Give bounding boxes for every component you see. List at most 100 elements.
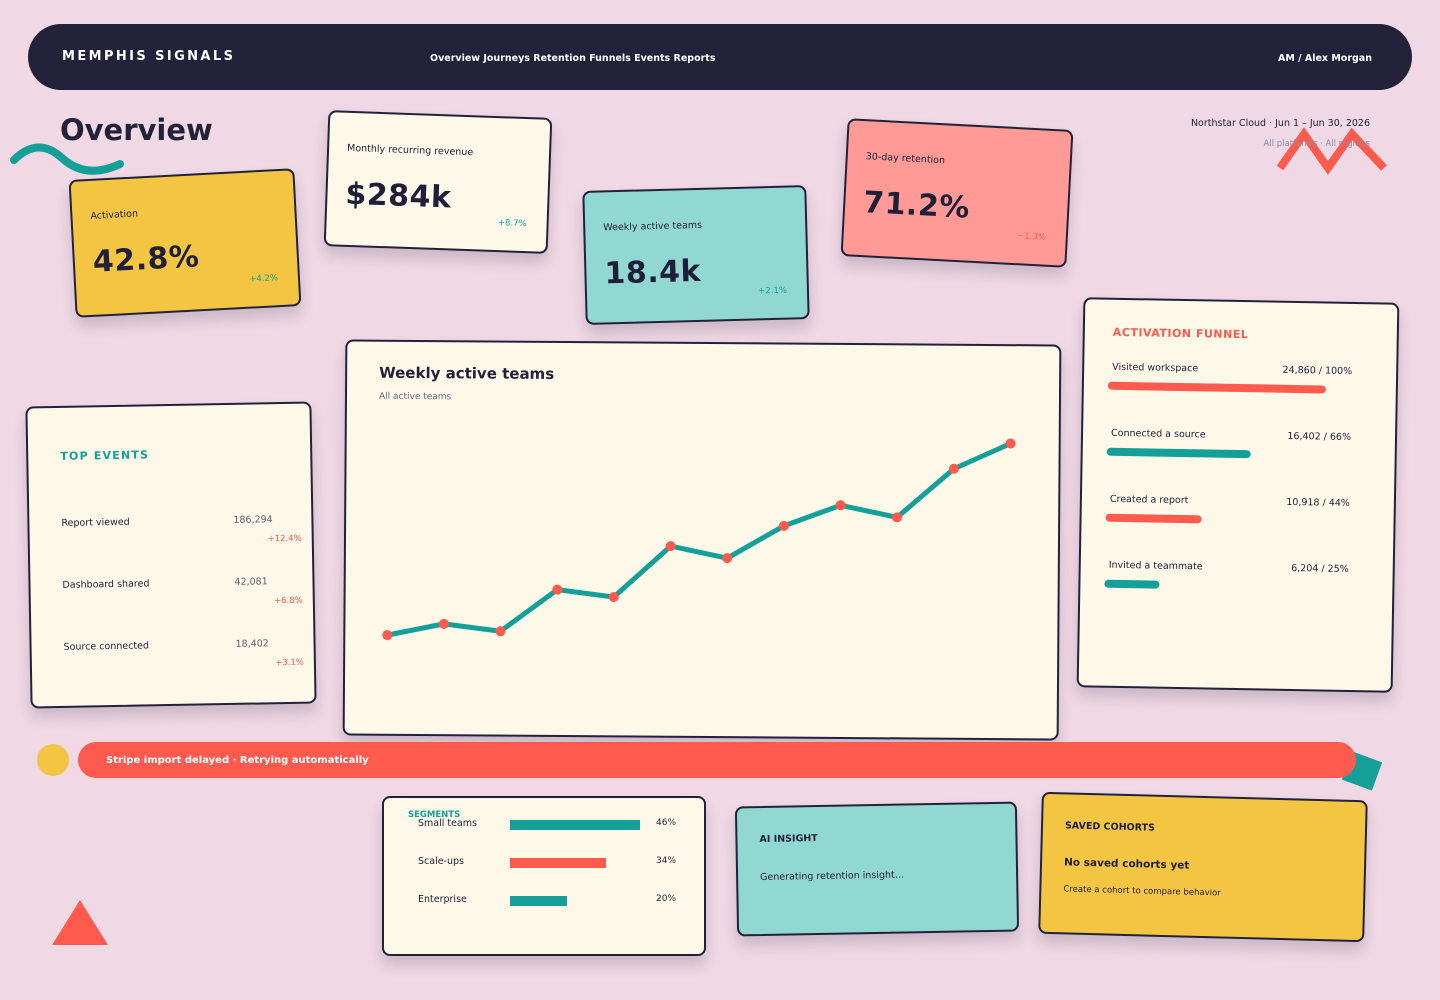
funnel-bar [1104, 579, 1160, 589]
top-nav-bar: MEMPHIS SIGNALS Overview Journeys Retent… [28, 24, 1412, 90]
main-nav: Overview Journeys Retention Funnels Even… [430, 53, 716, 64]
segment-name: Small teams [418, 818, 477, 829]
kpi-card-weekly-active-teams[interactable]: Weekly active teams 18.4k +2.1% [582, 185, 810, 325]
data-point[interactable] [382, 630, 393, 641]
data-point[interactable] [495, 626, 506, 637]
event-row[interactable]: Dashboard shared 42,081 +6.8% [62, 576, 303, 620]
data-point[interactable] [552, 584, 563, 595]
data-point[interactable] [1005, 438, 1016, 449]
platform-region-filter[interactable]: All platforms · All regions [1263, 139, 1370, 149]
nav-overview[interactable]: Overview [430, 53, 484, 64]
segment-row[interactable]: Small teams 46% [418, 818, 688, 832]
kpi-value: 18.4k [604, 253, 702, 292]
banner-text: Stripe import delayed · Retrying automat… [106, 755, 369, 766]
data-point[interactable] [835, 500, 846, 511]
event-count: 42,081 [234, 576, 268, 588]
user-menu[interactable]: AM / Alex Morgan [1277, 53, 1372, 64]
segment-name: Scale-ups [418, 856, 464, 867]
org-date-range[interactable]: Northstar Cloud · Jun 1 – Jun 30, 2026 [1190, 118, 1370, 129]
kpi-delta: −1.3% [1016, 231, 1047, 243]
funnel-step-name: Invited a teammate [1108, 559, 1203, 573]
nav-funnels[interactable]: Funnels [589, 53, 635, 64]
event-name: Report viewed [61, 516, 130, 529]
top-events-title: TOP EVENTS [60, 448, 150, 463]
saved-cohorts-card[interactable]: SAVED COHORTS No saved cohorts yet Creat… [1038, 791, 1368, 943]
nav-journeys[interactable]: Journeys [483, 53, 534, 64]
event-change: +12.4% [267, 533, 302, 545]
data-point[interactable] [778, 520, 789, 531]
ai-insight-card[interactable]: AI INSIGHT Generating retention insight… [734, 801, 1020, 937]
segment-percent: 46% [656, 818, 677, 828]
segments-title: SEGMENTS [408, 810, 461, 820]
series-line [386, 441, 1012, 638]
segment-bar [510, 820, 640, 830]
nav-reports[interactable]: Reports [673, 53, 716, 64]
segment-name: Enterprise [418, 894, 467, 905]
kpi-label: Monthly recurring revenue [346, 142, 474, 159]
kpi-card-activation[interactable]: Activation 42.8% +4.2% [68, 168, 302, 318]
segment-row[interactable]: Scale-ups 34% [418, 856, 688, 870]
funnel-step-name: Visited workspace [1112, 361, 1199, 375]
segment-bar [510, 896, 567, 906]
funnel-step-value: 6,204 / 25% [1291, 562, 1349, 575]
segment-bar [510, 858, 607, 868]
weekly-active-teams-chart-card: Weekly active teams All active teams [342, 339, 1062, 741]
funnel-bar [1106, 447, 1251, 459]
kpi-delta: +8.7% [497, 218, 527, 230]
funnel-step-name: Connected a source [1110, 427, 1206, 441]
kpi-value: 71.2% [862, 185, 971, 226]
zigzag-decoration [1276, 127, 1387, 175]
event-change: +3.1% [275, 657, 304, 669]
kpi-value: 42.8% [91, 239, 201, 280]
data-point[interactable] [438, 618, 449, 629]
segment-percent: 20% [656, 894, 677, 904]
funnel-bar [1107, 381, 1327, 394]
kpi-label: 30-day retention [865, 151, 946, 167]
segment-percent: 34% [656, 856, 677, 866]
segment-row[interactable]: Enterprise 20% [418, 894, 688, 908]
funnel-step-name: Created a report [1109, 493, 1189, 507]
data-point[interactable] [608, 592, 619, 603]
data-point[interactable] [665, 541, 676, 552]
kpi-delta: +2.1% [758, 285, 788, 297]
funnel-title: ACTIVATION FUNNEL [1112, 325, 1249, 342]
nav-events[interactable]: Events [634, 53, 674, 64]
data-point[interactable] [722, 553, 733, 564]
event-row[interactable]: Report viewed 186,294 +12.4% [61, 514, 302, 558]
event-row[interactable]: Source connected 18,402 +3.1% [64, 638, 305, 682]
activation-funnel-card: ACTIVATION FUNNEL Visited workspace 24,8… [1076, 297, 1400, 693]
sync-status-banner[interactable]: Stripe import delayed · Retrying automat… [78, 742, 1356, 778]
date-range-filter[interactable]: Northstar Cloud · Jun 1 – Jun 30, 2026 A… [1191, 118, 1370, 149]
kpi-card-retention[interactable]: 30-day retention 71.2% −1.3% [840, 118, 1074, 268]
squiggle-decoration [10, 143, 124, 175]
funnel-step-value: 24,860 / 100% [1282, 364, 1353, 377]
funnel-step-value: 10,918 / 44% [1286, 496, 1350, 509]
brand-logo[interactable]: MEMPHIS SIGNALS [62, 49, 236, 64]
event-count: 18,402 [235, 638, 269, 650]
data-point[interactable] [948, 463, 959, 474]
kpi-label: Activation [90, 208, 139, 222]
ai-insight-title: AI INSIGHT [759, 833, 818, 846]
ai-insight-text: Generating retention insight… [760, 869, 905, 884]
funnel-bar [1105, 513, 1202, 524]
funnel-step[interactable]: Created a report 10,918 / 44% [1105, 493, 1350, 528]
top-events-card: TOP EVENTS Report viewed 186,294 +12.4% … [25, 401, 317, 709]
kpi-delta: +4.2% [249, 273, 279, 285]
kpi-card-mrr[interactable]: Monthly recurring revenue $284k +8.7% [323, 110, 553, 254]
funnel-step[interactable]: Invited a teammate 6,204 / 25% [1104, 559, 1349, 594]
create-cohort-hint[interactable]: Create a cohort to compare behavior [1063, 884, 1221, 899]
event-change: +6.8% [274, 595, 303, 607]
line-chart [382, 438, 1016, 641]
funnel-step[interactable]: Connected a source 16,402 / 66% [1106, 427, 1351, 462]
page-title: Overview [60, 113, 213, 147]
event-name: Source connected [63, 640, 150, 653]
data-point[interactable] [892, 512, 903, 523]
segments-card: SEGMENTS Small teams 46% Scale-ups 34% E… [382, 796, 706, 956]
triangle-decoration [52, 900, 108, 945]
event-count: 186,294 [233, 514, 273, 526]
saved-cohorts-title: SAVED COHORTS [1064, 820, 1156, 834]
kpi-value: $284k [344, 176, 453, 216]
kpi-label: Weekly active teams [603, 219, 703, 234]
nav-retention[interactable]: Retention [533, 53, 590, 64]
funnel-step[interactable]: Visited workspace 24,860 / 100% [1107, 361, 1353, 396]
